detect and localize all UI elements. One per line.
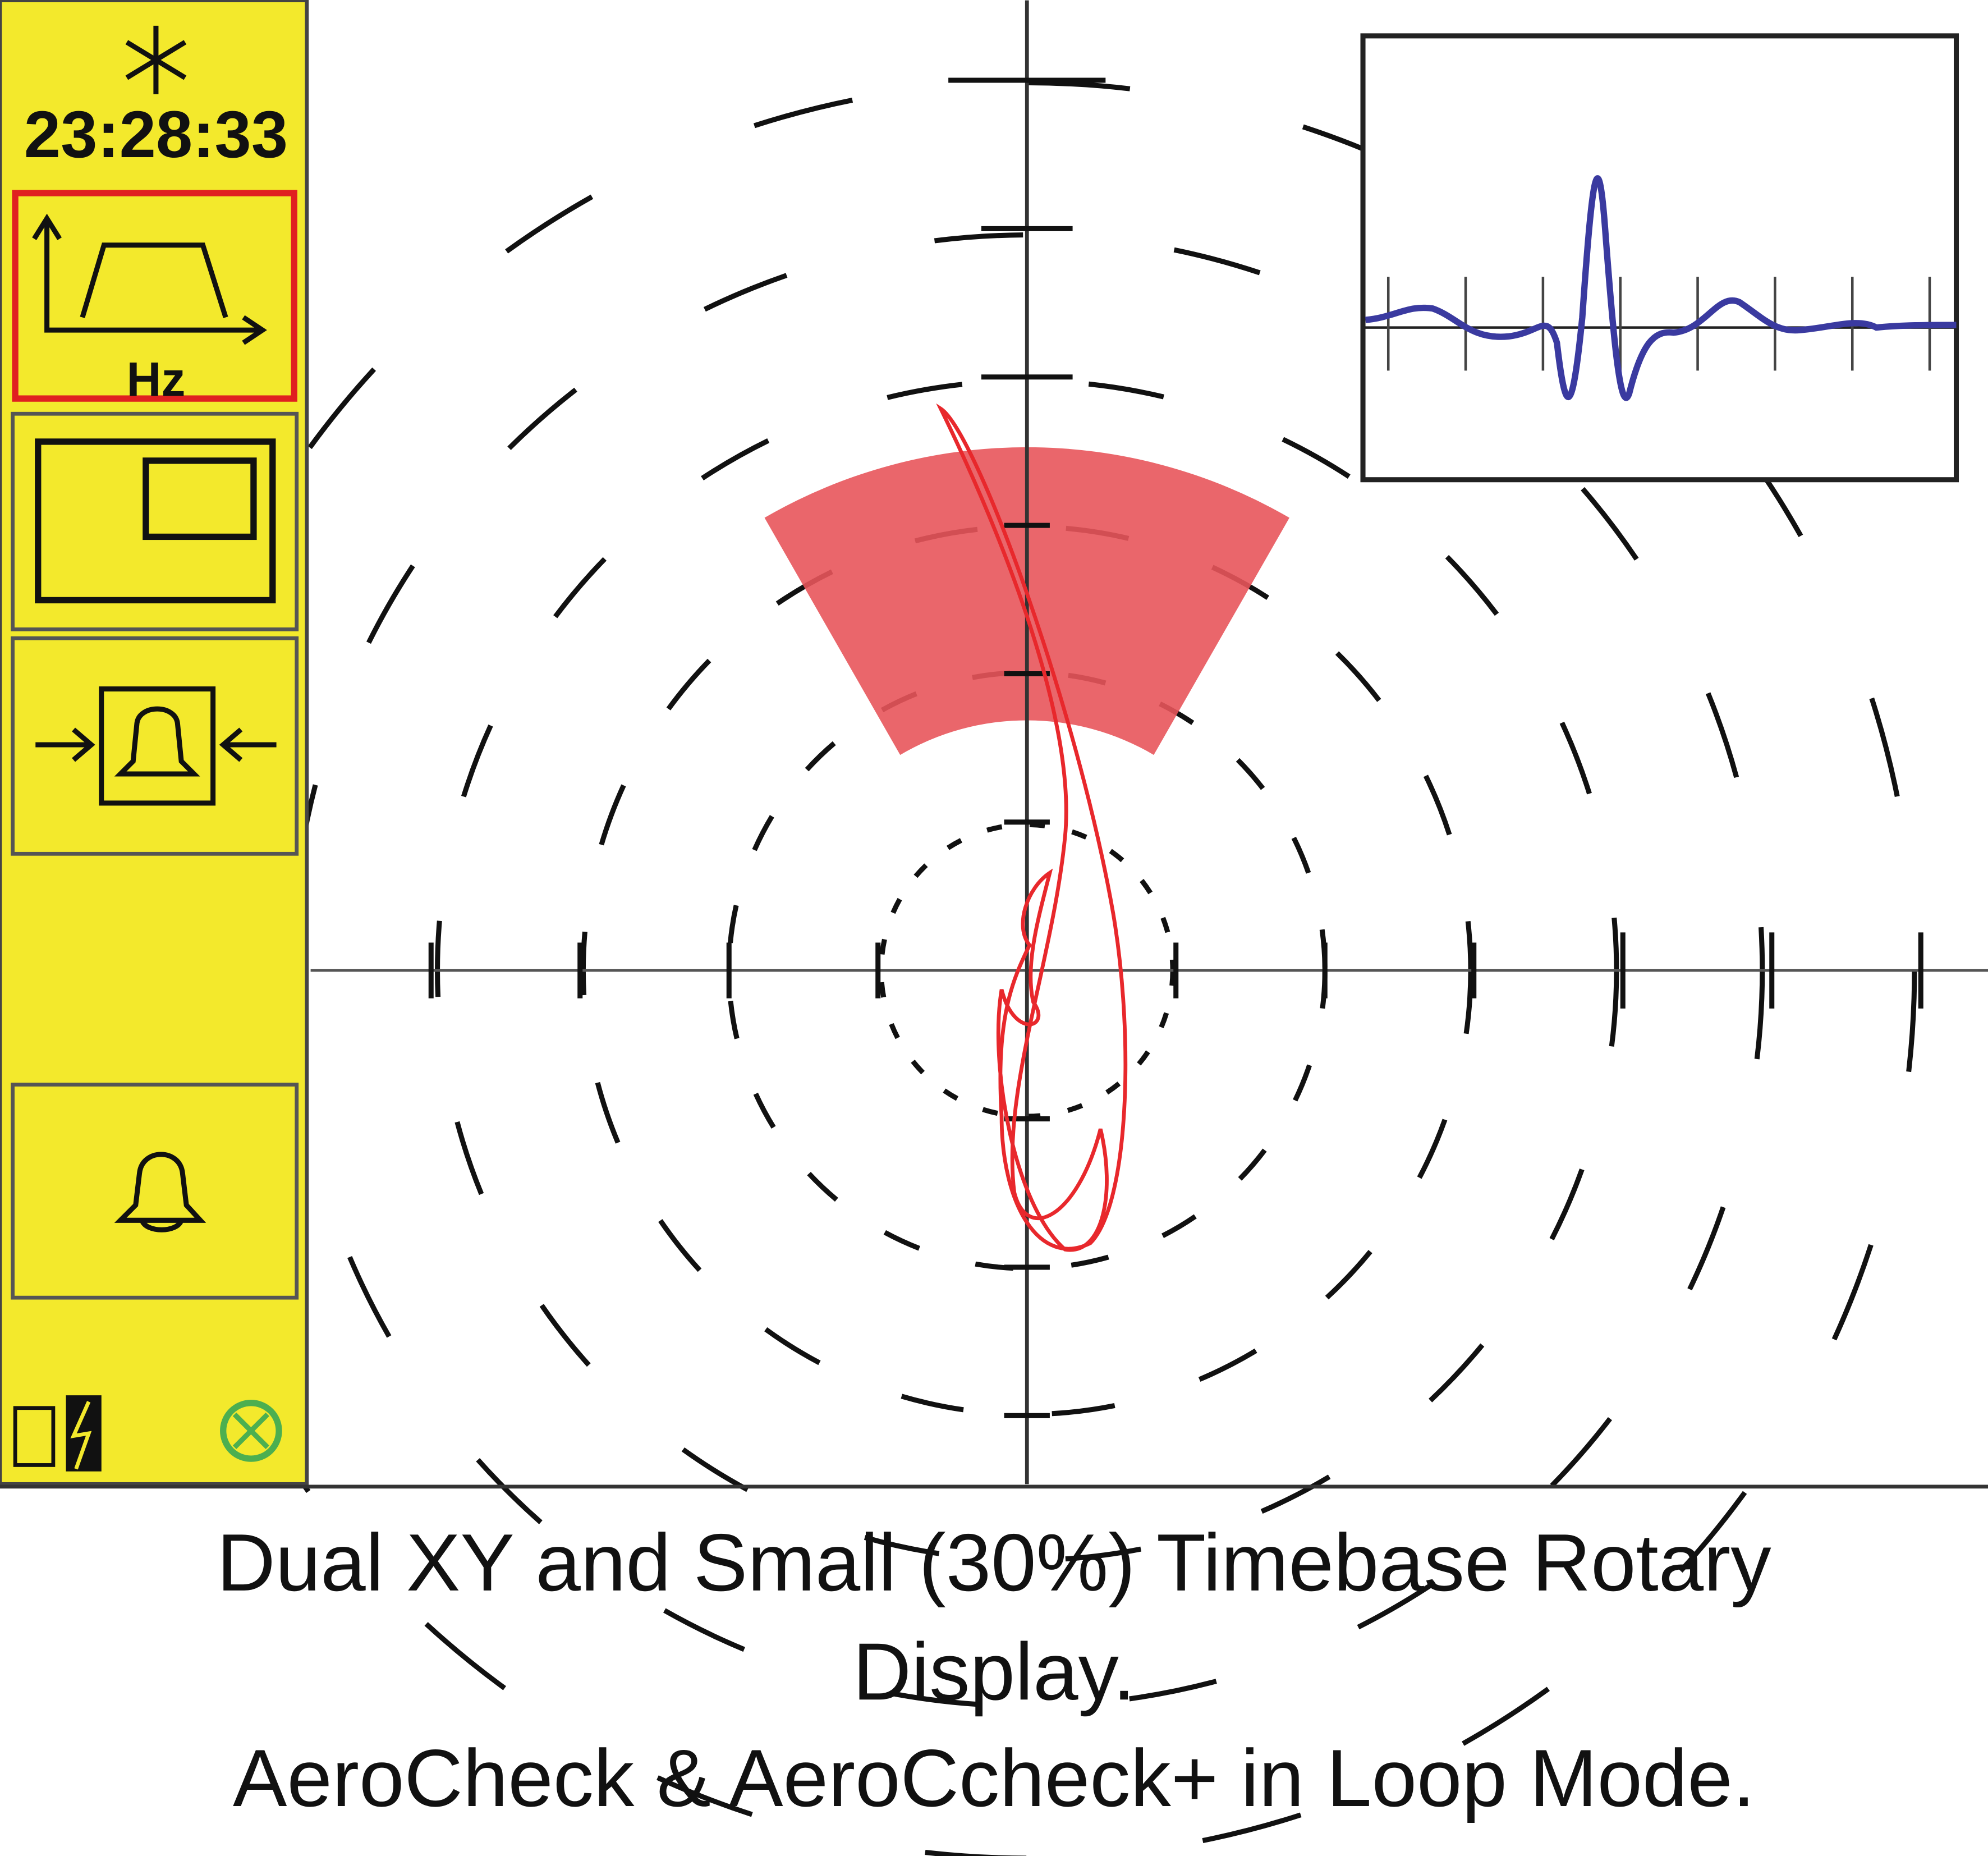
caption-line: AeroCheck & AeroCcheck+ in Loop Mode.: [233, 1733, 1755, 1823]
alarm-button[interactable]: [11, 1083, 299, 1300]
axis-ticks: [428, 77, 1923, 1418]
display-mode-button[interactable]: [11, 411, 299, 631]
clock: 23:28:33: [24, 98, 288, 171]
display-mode-icon: [35, 438, 276, 604]
timebase-inset: [1360, 33, 1959, 483]
status-icon: [220, 1400, 282, 1462]
timebase-trace: [1365, 175, 1957, 401]
alarm-null-icon: [35, 686, 277, 806]
snowflake-icon: [125, 25, 187, 94]
display-mode-icon: [143, 457, 257, 540]
status-icon: [232, 1412, 269, 1449]
filter-icon: [32, 213, 267, 345]
caption-line: Display.: [853, 1626, 1136, 1717]
filter-button[interactable]: [12, 190, 297, 402]
power-icon: [70, 1401, 92, 1470]
caption-line: Dual XY and Small (30%) Timebase Rotary: [217, 1517, 1771, 1608]
filter-label: Hz: [126, 353, 185, 407]
alarm-icon: [114, 1152, 206, 1232]
sd-icon: [13, 1406, 56, 1467]
loop-trace: [936, 403, 1128, 1252]
